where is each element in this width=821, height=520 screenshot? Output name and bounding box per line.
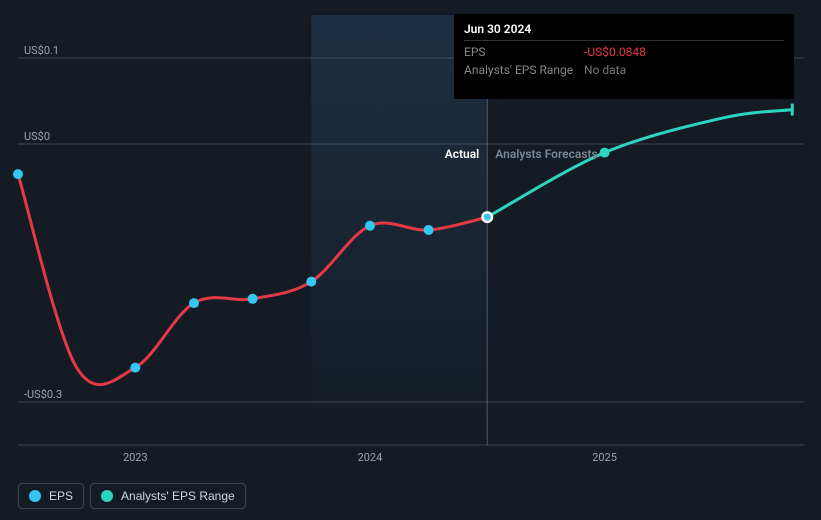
legend-label-range: Analysts' EPS Range <box>121 489 235 503</box>
chart-tooltip: Jun 30 2024 EPS -US$0.0848 Analysts' EPS… <box>454 14 794 99</box>
tooltip-eps-value: -US$0.0848 <box>584 45 646 59</box>
legend-item-range[interactable]: Analysts' EPS Range <box>90 483 246 509</box>
tooltip-date: Jun 30 2024 <box>464 22 784 41</box>
legend-swatch-eps <box>29 490 41 502</box>
legend-item-eps[interactable]: EPS <box>18 483 84 509</box>
tooltip-eps-label: EPS <box>464 45 584 59</box>
tooltip-range-label: Analysts' EPS Range <box>464 63 584 77</box>
legend-swatch-range <box>101 490 113 502</box>
legend-label-eps: EPS <box>49 489 73 503</box>
chart-legend: EPS Analysts' EPS Range <box>18 483 246 509</box>
tooltip-range-value: No data <box>584 63 626 77</box>
